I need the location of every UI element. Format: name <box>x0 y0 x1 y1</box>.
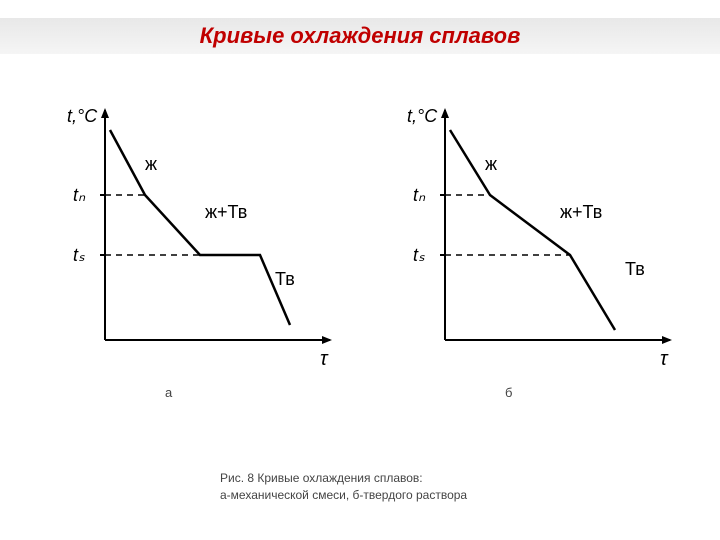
caption-line2: а-механической смеси, б-твердого раствор… <box>220 488 467 502</box>
svg-text:τ: τ <box>660 348 669 370</box>
svg-text:Тв: Тв <box>275 269 295 289</box>
svg-text:ж+Тв: ж+Тв <box>205 202 247 222</box>
caption-line1: Рис. 8 Кривые охлаждения сплавов: <box>220 471 423 485</box>
chart-b-label: б <box>505 385 512 400</box>
cooling-curve-b: t,°C τ tₙ tₛ ж ж+Тв Тв <box>390 100 690 380</box>
page-title: Кривые охлаждения сплавов <box>200 23 521 49</box>
svg-text:ж: ж <box>485 154 497 174</box>
cooling-curve-a: t,°C τ tₙ tₛ ж ж+Тв Тв <box>50 100 350 380</box>
svg-text:ж: ж <box>145 154 157 174</box>
figure-caption: Рис. 8 Кривые охлаждения сплавов: а-меха… <box>220 470 467 504</box>
svg-text:tₛ: tₛ <box>73 245 85 265</box>
chart-a-label: а <box>165 385 172 400</box>
svg-text:tₛ: tₛ <box>413 245 425 265</box>
svg-text:t,°C: t,°C <box>407 106 438 126</box>
svg-text:τ: τ <box>320 348 329 370</box>
title-band: Кривые охлаждения сплавов <box>0 18 720 54</box>
svg-text:t,°C: t,°C <box>67 106 98 126</box>
svg-text:tₙ: tₙ <box>73 185 86 205</box>
svg-text:tₙ: tₙ <box>413 185 426 205</box>
svg-text:ж+Тв: ж+Тв <box>560 202 602 222</box>
page-root: Кривые охлаждения сплавов t,°C τ tₙ tₛ ж ж+Тв… <box>0 0 720 540</box>
svg-text:Тв: Тв <box>625 259 645 279</box>
